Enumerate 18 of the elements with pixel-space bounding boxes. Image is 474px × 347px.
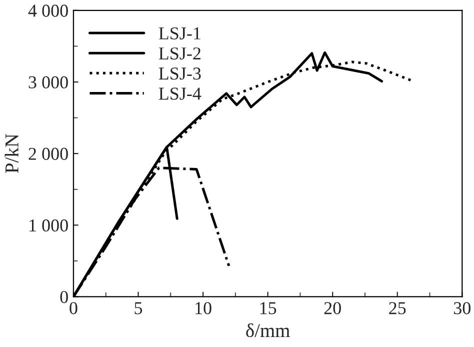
y-tick-label: 3 000 — [28, 76, 68, 88]
legend-label: LSJ-2 — [158, 47, 200, 60]
legend-label: LSJ-1 — [158, 27, 200, 40]
x-tick-label: 0 — [70, 302, 78, 314]
x-tick-label: 5 — [134, 302, 142, 314]
y-axis-title: P/kN — [4, 134, 18, 173]
y-tick-label: 2 000 — [28, 148, 68, 160]
legend-label: LSJ-3 — [158, 68, 201, 80]
x-tick-label: 10 — [196, 302, 212, 314]
y-tick-label: 0 — [60, 290, 68, 304]
x-tick-label: 30 — [454, 302, 470, 314]
x-tick-label: 20 — [324, 302, 341, 314]
y-tick-label: 4 000 — [28, 4, 68, 17]
y-tick-label: 1 000 — [30, 219, 68, 232]
x-tick-label: 25 — [389, 302, 406, 314]
x-axis-title: δ/mm — [246, 323, 290, 338]
x-tick-label: 15 — [260, 302, 276, 314]
legend-label: LSJ-4 — [158, 88, 202, 100]
